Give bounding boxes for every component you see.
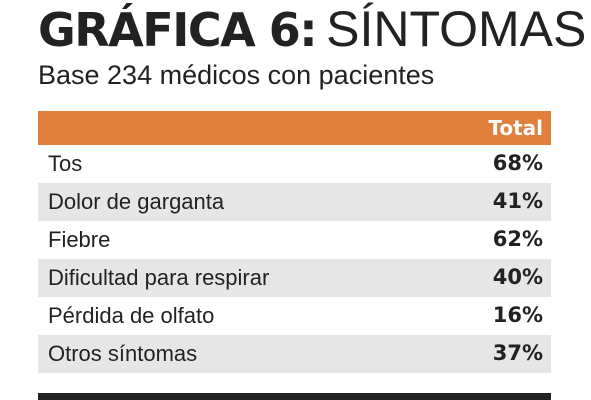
table-row: Otros síntomas 37% (38, 335, 551, 373)
table-row: Pérdida de olfato 16% (38, 297, 551, 335)
row-value: 68% (492, 151, 543, 175)
row-value: 41% (492, 189, 543, 213)
row-label: Dificultad para respirar (48, 265, 270, 290)
row-value: 40% (492, 265, 543, 289)
table-row: Dificultad para respirar 40% (38, 259, 551, 297)
row-value: 37% (492, 341, 543, 365)
table-row: Dolor de garganta 41% (38, 183, 551, 221)
table-body: Tos 68% Dolor de garganta 41% Fiebre 62% Dific… (38, 145, 551, 373)
data-table: Total Tos 68% Dolor de garganta 41% Fiebre 62… (38, 111, 551, 373)
row-label: Otros síntomas (48, 341, 198, 366)
row-label: Fiebre (48, 227, 111, 252)
column-header-total: Total (488, 116, 543, 140)
row-label: Pérdida de olfato (48, 303, 215, 328)
title-topic: SÍNTOMAS (326, 1, 587, 57)
row-value: 62% (492, 227, 543, 251)
table-row: Tos 68% (38, 145, 551, 183)
title-prefix: GRÁFICA 6: (38, 3, 318, 57)
table-row: Fiebre 62% (38, 221, 551, 259)
chart-subtitle: Base 234 médicos con pacientes (38, 60, 435, 90)
chart-title: GRÁFICA 6: SÍNTOMAS (38, 0, 586, 62)
row-value: 16% (492, 303, 543, 327)
row-label: Tos (48, 151, 83, 176)
table-header: Total (38, 111, 551, 145)
row-label: Dolor de garganta (48, 189, 225, 214)
bottom-rule (38, 393, 551, 400)
